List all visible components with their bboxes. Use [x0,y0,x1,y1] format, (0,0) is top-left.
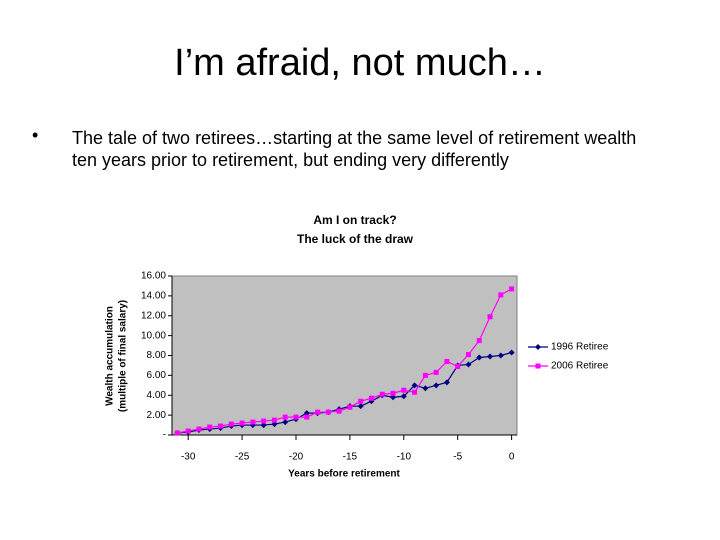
point [465,352,471,358]
point [174,430,180,436]
point [508,349,515,356]
legend-label: 2006 Retiree [551,361,609,372]
point [498,292,504,298]
y-tick-label: 12.00 [141,310,166,321]
point [207,424,213,430]
point [433,382,440,389]
point [535,363,541,369]
point [358,398,364,404]
point [412,389,418,395]
point [422,385,429,392]
slide-title: I’m afraid, not much… [174,42,546,84]
y-tick-label: - [163,430,166,441]
point [325,409,331,415]
point [282,419,289,426]
bullet-dot: • [32,125,39,145]
point [271,417,277,423]
point [487,353,494,360]
y-tick-label: 2.00 [147,410,167,421]
y-axis-label: (multiple of final salary) [118,300,129,412]
point [196,426,202,432]
point [433,369,439,375]
x-axis-label: Years before retirement [288,469,400,480]
x-tick-label: -10 [397,452,412,463]
point [379,391,385,397]
y-tick-label: 8.00 [147,350,167,361]
point [368,395,374,401]
point [336,408,342,414]
point [261,418,267,424]
x-tick-label: -25 [235,452,250,463]
point [443,379,450,386]
point [509,286,515,292]
plot-area [171,275,518,436]
point [444,358,450,364]
x-tick-label: -30 [181,452,196,463]
point [282,414,288,420]
legend-label: 1996 Retiree [551,342,609,353]
y-tick-label: 6.00 [147,370,167,381]
point [535,344,541,350]
point [400,393,407,400]
point [357,403,364,410]
y-tick-label: 16.00 [141,271,166,282]
y-tick-label: 4.00 [147,390,167,401]
x-tick-label: -20 [289,452,304,463]
point [304,414,310,420]
point [497,352,504,359]
point [185,428,191,434]
point [422,372,428,378]
y-tick-label: 14.00 [141,291,166,302]
point [455,363,461,369]
point [347,404,353,410]
point [487,314,493,320]
x-tick-label: -15 [343,452,358,463]
chart-subtitle: The luck of the draw [297,232,414,246]
point [476,354,483,361]
point [401,387,407,393]
point [293,414,299,420]
point [476,338,482,344]
point [390,390,396,396]
point [411,382,418,389]
chart-title: Am I on track? [313,213,396,227]
y-axis-label: Wealth accumulation [105,306,116,406]
point [315,409,321,415]
x-tick-label: 0 [509,452,515,463]
point [218,423,224,429]
x-tick-label: -5 [453,452,462,463]
y-tick-label: 10.00 [141,330,166,341]
bullet-text: The tale of two retirees…starting at the… [72,128,637,170]
point [228,421,234,427]
point [465,361,472,368]
point [250,419,256,425]
point [239,420,245,426]
